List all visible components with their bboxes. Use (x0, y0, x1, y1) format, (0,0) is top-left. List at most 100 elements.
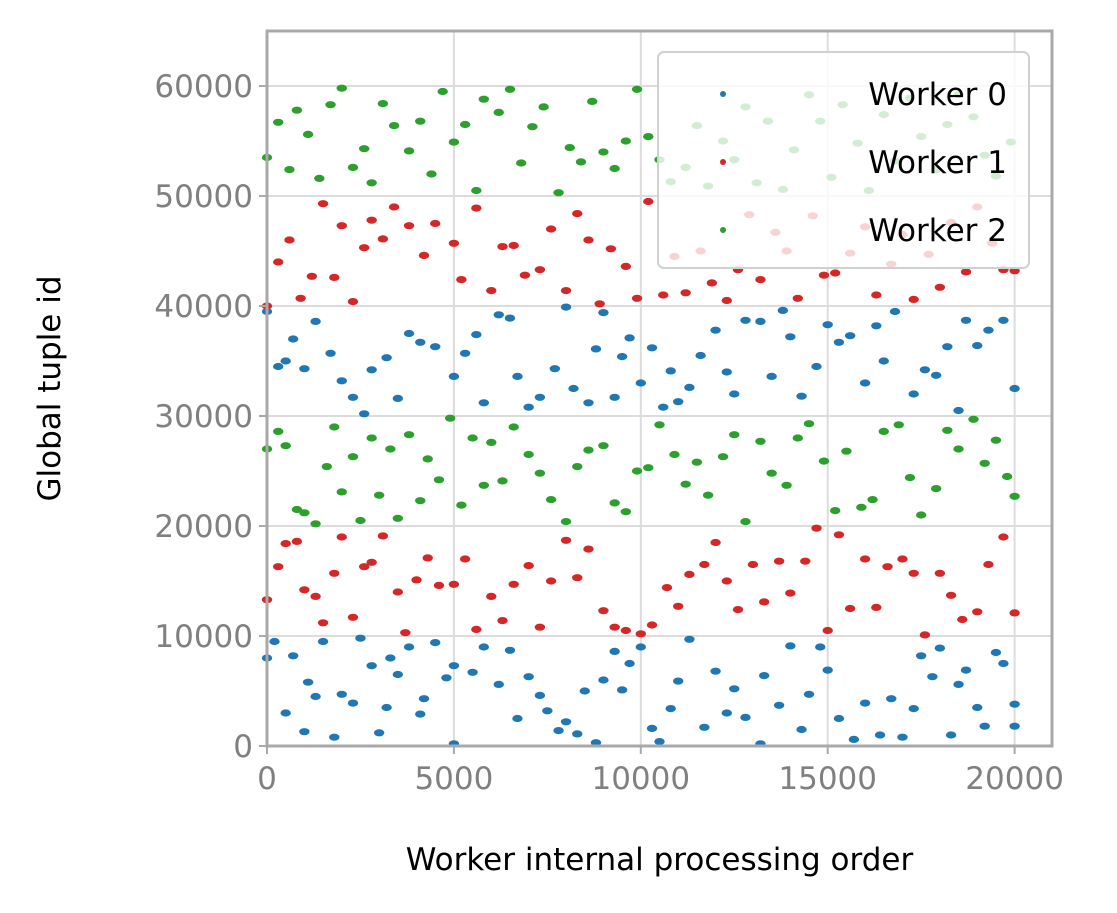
data-point (609, 647, 620, 656)
data-point (422, 455, 433, 463)
y-tick-label: 10000 (154, 619, 253, 655)
data-point (302, 678, 314, 686)
data-point (478, 481, 490, 489)
data-point (355, 516, 366, 525)
data-point (273, 258, 284, 266)
data-point (448, 138, 460, 146)
data-point (1009, 492, 1020, 500)
y-tick-label: 20000 (154, 509, 253, 545)
data-point (777, 306, 789, 314)
data-point (729, 390, 740, 398)
data-point (897, 733, 908, 741)
data-point (942, 426, 953, 434)
data-point (915, 511, 927, 519)
series-worker-0 (261, 303, 1020, 748)
data-point (740, 518, 751, 526)
data-point (523, 450, 534, 459)
data-point (631, 467, 643, 475)
data-point (549, 365, 561, 373)
data-point (444, 414, 456, 422)
data-point (519, 271, 531, 279)
data-point (919, 366, 931, 374)
data-point (497, 477, 508, 485)
data-point (504, 314, 516, 322)
data-point (859, 699, 871, 707)
data-point (560, 536, 572, 544)
data-point (960, 666, 972, 674)
data-point (273, 118, 284, 126)
data-point (433, 476, 445, 484)
data-point (553, 189, 564, 197)
data-point (893, 421, 904, 429)
data-point (347, 163, 359, 171)
data-point (392, 670, 404, 679)
data-point (609, 393, 620, 401)
data-point (1001, 472, 1013, 481)
data-point (699, 560, 710, 569)
data-point (314, 174, 325, 182)
data-point (534, 469, 546, 477)
data-point (317, 200, 329, 208)
data-point (904, 474, 916, 482)
data-point (654, 421, 665, 429)
data-point (403, 431, 415, 439)
data-point (471, 186, 482, 195)
x-tick-label: 10000 (591, 761, 690, 797)
data-point (295, 294, 306, 302)
data-point (471, 204, 482, 212)
data-point (829, 269, 841, 277)
data-point (598, 148, 609, 156)
data-point (871, 322, 882, 330)
x-axis-label: Worker internal processing order (406, 842, 914, 878)
data-point (886, 695, 897, 703)
data-point (871, 603, 882, 612)
data-point (358, 244, 370, 252)
data-point (998, 659, 1009, 668)
data-point (403, 222, 415, 230)
data-point (560, 287, 572, 295)
data-point (609, 499, 620, 507)
data-point (459, 349, 471, 357)
data-point (534, 691, 546, 700)
data-point (609, 164, 620, 173)
data-point (721, 296, 732, 305)
data-point (358, 563, 370, 571)
data-point (575, 158, 587, 166)
data-point (280, 442, 291, 450)
data-point (680, 480, 691, 488)
data-point (583, 399, 594, 407)
data-point (302, 130, 314, 138)
data-point (758, 672, 770, 680)
data-point (512, 372, 523, 380)
data-point (497, 617, 508, 625)
data-point (721, 709, 732, 717)
data-point (358, 145, 370, 153)
data-point (426, 170, 437, 178)
data-point (755, 317, 766, 325)
data-point (661, 584, 673, 592)
data-point (287, 652, 299, 660)
data-point (486, 592, 497, 601)
data-point (972, 342, 983, 350)
data-points (261, 84, 1020, 748)
data-point (415, 497, 426, 505)
data-point (583, 446, 594, 454)
data-point (878, 427, 889, 435)
legend-marker (720, 159, 726, 165)
data-point (317, 637, 329, 646)
y-tick-label: 0 (233, 729, 253, 765)
data-point (366, 662, 377, 670)
data-point (979, 722, 990, 730)
data-point (983, 326, 994, 334)
data-point (508, 241, 519, 250)
data-point (471, 625, 482, 634)
series-worker-1 (261, 197, 1020, 639)
data-point (990, 648, 1002, 657)
data-point (766, 469, 777, 477)
data-point (811, 362, 822, 371)
data-point (815, 643, 826, 651)
data-point (366, 366, 377, 374)
data-point (430, 219, 441, 228)
data-point (572, 730, 583, 738)
legend-box (657, 51, 1030, 269)
